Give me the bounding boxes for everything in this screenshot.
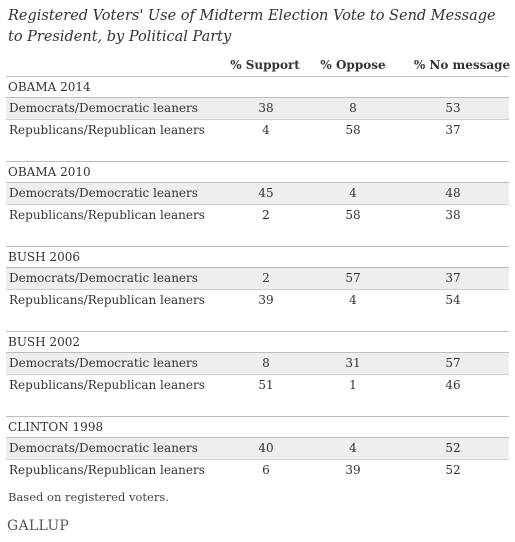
cell-value: 52 <box>445 441 461 455</box>
cell-value: 1 <box>349 378 357 392</box>
row-label: Democrats/Democratic leaners <box>9 186 198 200</box>
group-header: BUSH 2002 <box>6 331 509 353</box>
cell-value: 4 <box>349 293 357 307</box>
row-label: Republicans/Republican leaners <box>9 208 205 222</box>
cell-value: 37 <box>445 271 461 285</box>
group-header: CLINTON 1998 <box>6 416 509 438</box>
footnote: Based on registered voters. <box>8 490 169 504</box>
gallup-logo: GALLUP <box>7 518 70 534</box>
chart-title: Registered Voters' Use of Midterm Electi… <box>8 8 496 45</box>
group-spacer <box>6 226 509 246</box>
group-header: BUSH 2006 <box>6 246 509 268</box>
row-label: Republicans/Republican leaners <box>9 123 205 137</box>
cell-value: 58 <box>345 123 361 137</box>
table-row: Republicans/Republican leaners 2 58 38 <box>6 205 509 226</box>
column-header-oppose: % Oppose <box>320 58 386 72</box>
cell-value: 52 <box>445 463 461 477</box>
row-label: Democrats/Democratic leaners <box>9 441 198 455</box>
cell-value: 4 <box>349 186 357 200</box>
group-spacer <box>6 141 509 161</box>
row-label: Republicans/Republican leaners <box>9 463 205 477</box>
table-row: Republicans/Republican leaners 4 58 37 <box>6 120 509 141</box>
row-label: Republicans/Republican leaners <box>9 293 205 307</box>
cell-value: 45 <box>258 186 274 200</box>
table-row: Republicans/Republican leaners 51 1 46 <box>6 375 509 396</box>
cell-value: 54 <box>445 293 461 307</box>
cell-value: 51 <box>258 378 274 392</box>
table-row: Democrats/Democratic leaners 2 57 37 <box>6 268 509 290</box>
cell-value: 57 <box>345 271 361 285</box>
group-header: OBAMA 2014 <box>6 76 509 98</box>
cell-value: 8 <box>349 101 357 115</box>
cell-value: 40 <box>258 441 274 455</box>
cell-value: 48 <box>445 186 461 200</box>
cell-value: 39 <box>258 293 274 307</box>
column-header-no-message: % No message <box>413 58 511 72</box>
row-label: Republicans/Republican leaners <box>9 378 205 392</box>
table-row: Republicans/Republican leaners 6 39 52 <box>6 460 509 481</box>
cell-value: 2 <box>262 271 270 285</box>
table-row: Democrats/Democratic leaners 8 31 57 <box>6 353 509 375</box>
group-spacer <box>6 311 509 331</box>
table-row: Democrats/Democratic leaners 45 4 48 <box>6 183 509 205</box>
cell-value: 37 <box>445 123 461 137</box>
cell-value: 39 <box>345 463 361 477</box>
cell-value: 58 <box>345 208 361 222</box>
cell-value: 57 <box>445 356 461 370</box>
group-spacer <box>6 396 509 416</box>
cell-value: 8 <box>262 356 270 370</box>
row-label: Democrats/Democratic leaners <box>9 271 198 285</box>
cell-value: 46 <box>445 378 461 392</box>
table-row: Democrats/Democratic leaners 38 8 53 <box>6 98 509 120</box>
cell-value: 6 <box>262 463 270 477</box>
row-label: Democrats/Democratic leaners <box>9 101 198 115</box>
table-row: Democrats/Democratic leaners 40 4 52 <box>6 438 509 460</box>
cell-value: 4 <box>349 441 357 455</box>
cell-value: 4 <box>262 123 270 137</box>
cell-value: 2 <box>262 208 270 222</box>
data-table: OBAMA 2014 Democrats/Democratic leaners 38… <box>6 76 509 481</box>
table-row: Republicans/Republican leaners 39 4 54 <box>6 290 509 311</box>
group-header: OBAMA 2010 <box>6 161 509 183</box>
cell-value: 38 <box>258 101 274 115</box>
column-header-support: % Support <box>230 58 300 72</box>
cell-value: 31 <box>345 356 361 370</box>
cell-value: 38 <box>445 208 461 222</box>
row-label: Democrats/Democratic leaners <box>9 356 198 370</box>
cell-value: 53 <box>445 101 461 115</box>
